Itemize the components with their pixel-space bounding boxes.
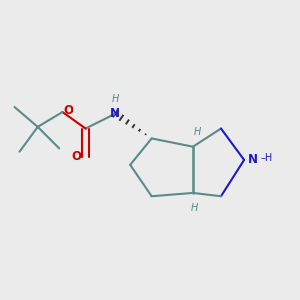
- Text: –H: –H: [261, 153, 273, 163]
- Text: N: N: [248, 153, 257, 167]
- Text: N: N: [110, 107, 120, 120]
- Text: H: H: [194, 127, 202, 137]
- Text: H: H: [191, 203, 198, 213]
- Text: O: O: [71, 150, 81, 163]
- Text: H: H: [112, 94, 119, 104]
- Text: O: O: [63, 104, 73, 117]
